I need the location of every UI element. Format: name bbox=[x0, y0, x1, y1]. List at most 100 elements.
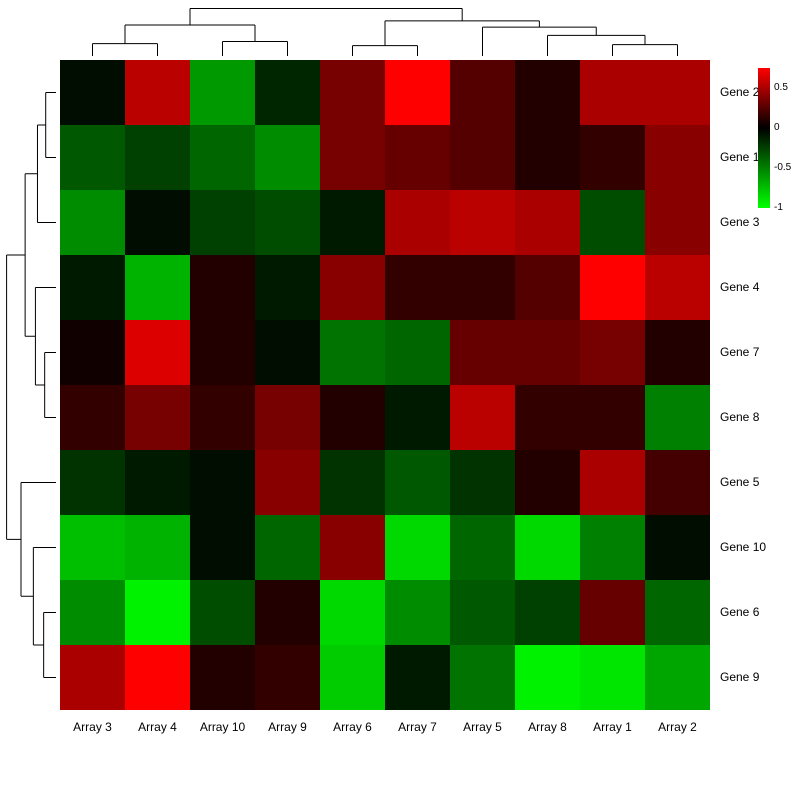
heatmap-cell bbox=[60, 190, 125, 255]
heatmap-cell bbox=[320, 515, 385, 580]
heatmap-cell bbox=[60, 515, 125, 580]
heatmap-cell bbox=[580, 580, 645, 645]
heatmap-row bbox=[60, 60, 710, 125]
heatmap-cell bbox=[580, 190, 645, 255]
row-label: Gene 5 bbox=[720, 475, 759, 489]
heatmap-cell bbox=[580, 125, 645, 190]
heatmap-cell bbox=[385, 450, 450, 515]
heatmap-cell bbox=[125, 320, 190, 385]
heatmap-cell bbox=[580, 60, 645, 125]
heatmap-cell bbox=[515, 645, 580, 710]
heatmap-cell bbox=[255, 385, 320, 450]
heatmap-cell bbox=[125, 580, 190, 645]
heatmap-cell bbox=[190, 515, 255, 580]
heatmap-cell bbox=[450, 450, 515, 515]
heatmap-cell bbox=[515, 60, 580, 125]
heatmap-cell bbox=[645, 515, 710, 580]
heatmap-row bbox=[60, 450, 710, 515]
heatmap-cell bbox=[645, 60, 710, 125]
heatmap-row bbox=[60, 190, 710, 255]
heatmap-cell bbox=[320, 385, 385, 450]
heatmap-cell bbox=[385, 385, 450, 450]
heatmap-cell bbox=[515, 255, 580, 320]
heatmap-cell bbox=[515, 190, 580, 255]
heatmap-cell bbox=[320, 645, 385, 710]
heatmap-cell bbox=[645, 385, 710, 450]
heatmap-cell bbox=[645, 125, 710, 190]
heatmap-figure: Gene 2Gene 1Gene 3Gene 4Gene 7Gene 8Gene… bbox=[0, 0, 800, 800]
col-label: Array 2 bbox=[645, 720, 710, 734]
heatmap-cell bbox=[450, 190, 515, 255]
heatmap-row bbox=[60, 385, 710, 450]
heatmap-cell bbox=[580, 320, 645, 385]
heatmap-cell bbox=[255, 320, 320, 385]
heatmap-cell bbox=[60, 255, 125, 320]
heatmap-cell bbox=[385, 320, 450, 385]
heatmap-cell bbox=[255, 515, 320, 580]
heatmap-cell bbox=[320, 60, 385, 125]
heatmap-cell bbox=[125, 515, 190, 580]
col-label: Array 6 bbox=[320, 720, 385, 734]
color-legend: 0.50-0.5-1 bbox=[758, 68, 770, 208]
heatmap-cell bbox=[450, 515, 515, 580]
heatmap-cell bbox=[60, 385, 125, 450]
heatmap-row bbox=[60, 515, 710, 580]
row-label: Gene 1 bbox=[720, 150, 759, 164]
row-label: Gene 3 bbox=[720, 215, 759, 229]
heatmap-cell bbox=[450, 125, 515, 190]
row-label: Gene 4 bbox=[720, 280, 759, 294]
heatmap-cell bbox=[190, 255, 255, 320]
heatmap-cell bbox=[255, 125, 320, 190]
heatmap-cell bbox=[645, 580, 710, 645]
heatmap-row bbox=[60, 125, 710, 190]
heatmap-cell bbox=[190, 320, 255, 385]
heatmap-cell bbox=[580, 255, 645, 320]
heatmap-cell bbox=[385, 125, 450, 190]
legend-colorbar bbox=[758, 68, 770, 208]
heatmap-cell bbox=[580, 450, 645, 515]
heatmap-cell bbox=[125, 190, 190, 255]
heatmap-cell bbox=[125, 450, 190, 515]
heatmap-cell bbox=[450, 645, 515, 710]
heatmap-cell bbox=[190, 450, 255, 515]
heatmap-cell bbox=[385, 580, 450, 645]
heatmap-cell bbox=[125, 385, 190, 450]
heatmap-cell bbox=[385, 60, 450, 125]
heatmap-row bbox=[60, 255, 710, 320]
heatmap-cell bbox=[320, 450, 385, 515]
heatmap-cell bbox=[385, 190, 450, 255]
heatmap-cell bbox=[645, 450, 710, 515]
heatmap-cell bbox=[580, 515, 645, 580]
heatmap-row bbox=[60, 320, 710, 385]
row-label: Gene 6 bbox=[720, 605, 759, 619]
row-label: Gene 7 bbox=[720, 345, 759, 359]
heatmap-cell bbox=[450, 320, 515, 385]
heatmap-cell bbox=[125, 255, 190, 320]
heatmap-cell bbox=[190, 125, 255, 190]
row-label: Gene 8 bbox=[720, 410, 759, 424]
heatmap-cell bbox=[60, 125, 125, 190]
heatmap-cell bbox=[190, 645, 255, 710]
col-label: Array 8 bbox=[515, 720, 580, 734]
heatmap-cell bbox=[190, 60, 255, 125]
heatmap-cell bbox=[125, 125, 190, 190]
heatmap-cell bbox=[515, 515, 580, 580]
heatmap-cell bbox=[255, 645, 320, 710]
heatmap-cell bbox=[580, 385, 645, 450]
heatmap-cell bbox=[60, 60, 125, 125]
heatmap-cell bbox=[515, 385, 580, 450]
heatmap-cell bbox=[515, 450, 580, 515]
heatmap-cell bbox=[385, 645, 450, 710]
heatmap-cell bbox=[450, 580, 515, 645]
col-label: Array 3 bbox=[60, 720, 125, 734]
legend-tick: 0 bbox=[774, 122, 780, 133]
col-label: Array 1 bbox=[580, 720, 645, 734]
legend-tick: 0.5 bbox=[774, 82, 788, 93]
heatmap-cell bbox=[645, 320, 710, 385]
legend-tick: -0.5 bbox=[774, 162, 791, 173]
col-label: Array 4 bbox=[125, 720, 190, 734]
heatmap-cell bbox=[515, 125, 580, 190]
column-dendrogram bbox=[60, 6, 710, 56]
heatmap-cell bbox=[645, 645, 710, 710]
heatmap-cell bbox=[385, 255, 450, 320]
